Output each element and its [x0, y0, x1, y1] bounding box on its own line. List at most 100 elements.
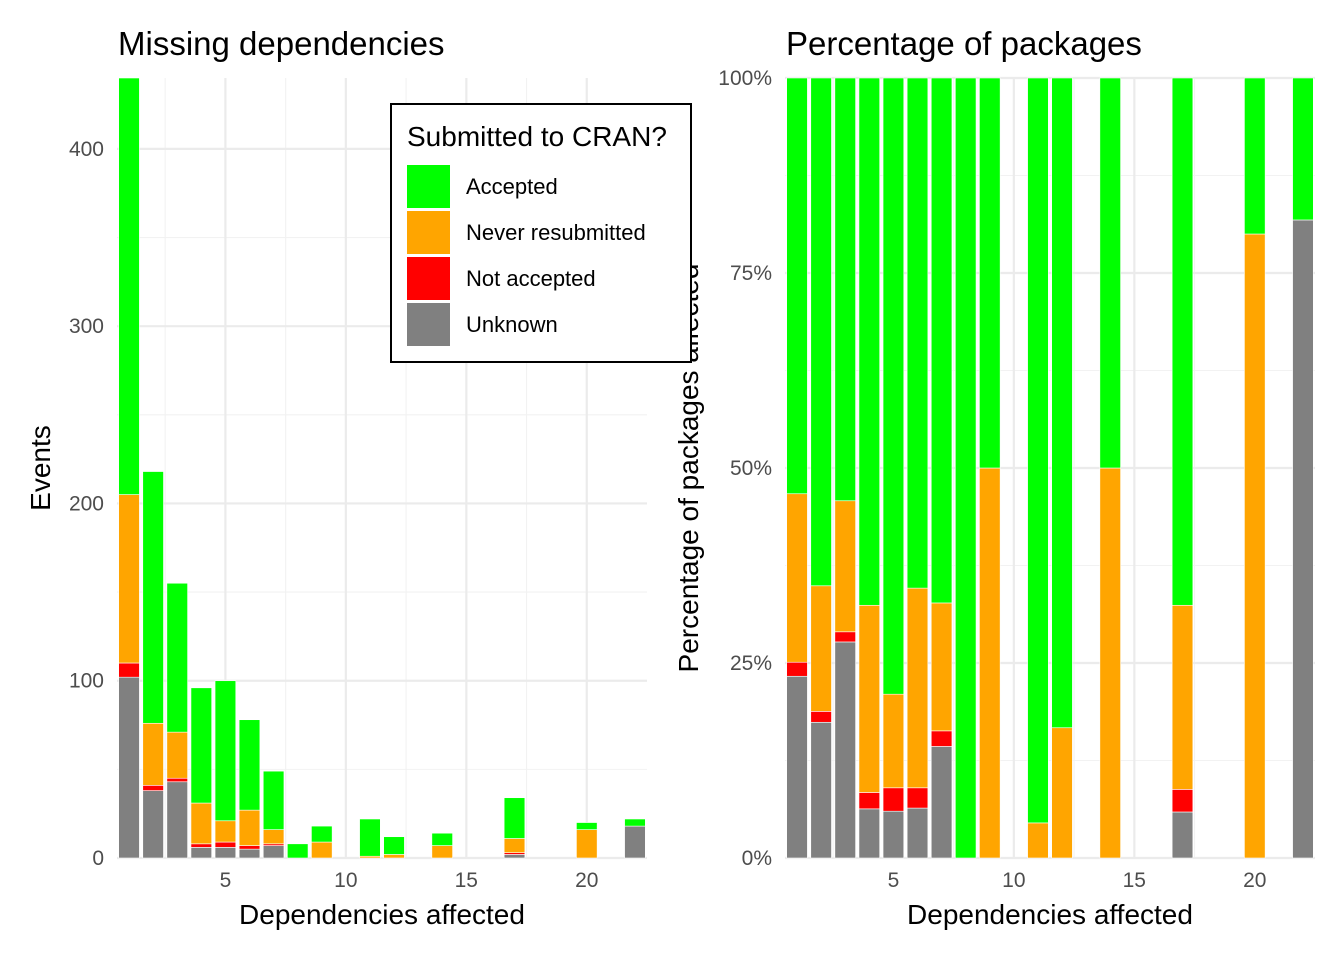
bar-segment-accepted — [1244, 77, 1266, 235]
y-tick-label: 0% — [742, 847, 772, 870]
bar-segment-never-resubmitted — [1099, 467, 1121, 859]
bar-segment-never-resubmitted — [503, 838, 526, 853]
bar-segment-accepted — [906, 77, 929, 589]
bar-segment-unknown — [1171, 811, 1194, 859]
bar-segment-accepted — [955, 77, 977, 859]
chart-title: Percentage of packages — [786, 25, 1142, 62]
y-tick-label: 50% — [730, 457, 772, 480]
bar-segment-unknown — [624, 825, 646, 859]
x-tick-label: 10 — [1002, 869, 1025, 892]
bar-segment-unknown — [858, 808, 880, 859]
legend-label: Accepted — [466, 174, 558, 199]
bar-segment-never-resubmitted — [906, 587, 929, 789]
y-tick-label: 300 — [69, 315, 104, 338]
bar-segment-never-resubmitted — [214, 820, 237, 843]
bar-segment-not-accepted — [834, 631, 856, 643]
bar-segment-never-resubmitted — [238, 809, 261, 846]
bar-segment-never-resubmitted — [1244, 233, 1266, 859]
bar-segment-unknown — [166, 781, 188, 859]
bar-segment-unknown — [214, 847, 237, 859]
bar-segment-accepted — [810, 77, 832, 587]
bar-segment-never-resubmitted — [431, 845, 453, 859]
bar-segment-not-accepted — [190, 843, 212, 848]
bar-segment-unknown — [1292, 219, 1314, 859]
x-axis-title: Dependencies affected — [907, 899, 1193, 930]
bar-segment-accepted — [1099, 77, 1121, 469]
legend-swatch — [407, 211, 450, 254]
bar-segment-never-resubmitted — [1051, 727, 1073, 859]
bar-segment-accepted — [262, 770, 285, 830]
bar-segment-unknown — [238, 848, 261, 859]
bar-segment-not-accepted — [166, 777, 188, 783]
bar-segment-never-resubmitted — [142, 722, 164, 786]
legend-label: Unknown — [466, 312, 558, 337]
bar-segment-accepted — [166, 582, 188, 733]
y-axis-title: Events — [25, 425, 56, 511]
bar-segment-never-resubmitted — [930, 602, 953, 732]
bar-segment-never-resubmitted — [858, 604, 880, 793]
bar-segment-accepted — [1171, 77, 1194, 606]
bar-segment-not-accepted — [1171, 789, 1194, 813]
y-tick-label: 400 — [69, 138, 104, 161]
bar-segment-not-accepted — [930, 730, 953, 747]
y-tick-label: 25% — [730, 652, 772, 675]
bar-segment-never-resubmitted — [1027, 822, 1049, 859]
legend-title: Submitted to CRAN? — [407, 121, 667, 152]
y-tick-label: 75% — [730, 262, 772, 285]
bar-segment-accepted — [503, 797, 526, 839]
bar-segment-never-resubmitted — [834, 500, 856, 633]
bar-segment-unknown — [786, 675, 808, 859]
bar-segment-accepted — [882, 77, 905, 695]
bar-segment-unknown — [906, 807, 929, 859]
bar-segment-accepted — [142, 471, 164, 724]
bar-segment-never-resubmitted — [882, 693, 905, 789]
bar-segment-accepted — [214, 680, 237, 822]
bar-segment-accepted — [383, 836, 405, 855]
y-tick-label: 100% — [718, 67, 772, 90]
x-tick-label: 5 — [220, 869, 232, 892]
bar-segment-accepted — [238, 719, 261, 811]
bar-segment-not-accepted — [786, 661, 808, 677]
legend-label: Not accepted — [466, 266, 596, 291]
bar-segment-unknown — [503, 854, 526, 859]
bar-segment-not-accepted — [810, 711, 832, 723]
bar-segment-accepted — [1292, 77, 1314, 221]
bar-segment-unknown — [930, 746, 953, 859]
bar-segment-not-accepted — [214, 841, 237, 848]
bar-segment-unknown — [190, 847, 212, 859]
x-tick-label: 5 — [888, 869, 900, 892]
x-tick-label: 20 — [575, 869, 598, 892]
bar-segment-not-accepted — [238, 845, 261, 850]
bar-segment-not-accepted — [858, 792, 880, 810]
bar-segment-accepted — [1027, 77, 1049, 824]
bar-segment-unknown — [142, 790, 164, 859]
bar-segment-accepted — [1051, 77, 1073, 729]
x-tick-label: 15 — [1123, 869, 1146, 892]
bar-segment-never-resubmitted — [810, 585, 832, 712]
bar-segment-not-accepted — [118, 662, 140, 678]
bar-segment-accepted — [834, 77, 856, 502]
bar-segment-never-resubmitted — [576, 829, 598, 859]
legend: Submitted to CRAN? Accepted Never resubmit… — [390, 103, 692, 363]
bar-segment-not-accepted — [142, 785, 164, 791]
bar-segment-accepted — [786, 77, 808, 495]
bar-segment-unknown — [834, 641, 856, 859]
legend-swatch — [407, 303, 450, 346]
y-tick-label: 100 — [69, 670, 104, 693]
bar-segment-never-resubmitted — [190, 802, 212, 845]
x-tick-label: 20 — [1243, 869, 1266, 892]
bar-segment-never-resubmitted — [166, 731, 188, 779]
bar-segment-never-resubmitted — [979, 467, 1001, 859]
bar-segment-accepted — [287, 843, 309, 859]
y-tick-label: 0 — [92, 847, 104, 870]
bar-segment-accepted — [979, 77, 1001, 469]
legend-label: Never resubmitted — [466, 220, 646, 245]
bar-segment-accepted — [190, 687, 212, 804]
bar-segment-never-resubmitted — [311, 841, 333, 859]
bar-segment-unknown — [810, 721, 832, 859]
panel-percentage-of-packages: 5 10 15 20 0% 25% 50% 75% 100% Percentage of pack… — [673, 25, 1315, 930]
y-tick-label: 200 — [69, 492, 104, 515]
x-axis-title: Dependencies affected — [239, 899, 525, 930]
bar-segment-not-accepted — [906, 787, 929, 809]
